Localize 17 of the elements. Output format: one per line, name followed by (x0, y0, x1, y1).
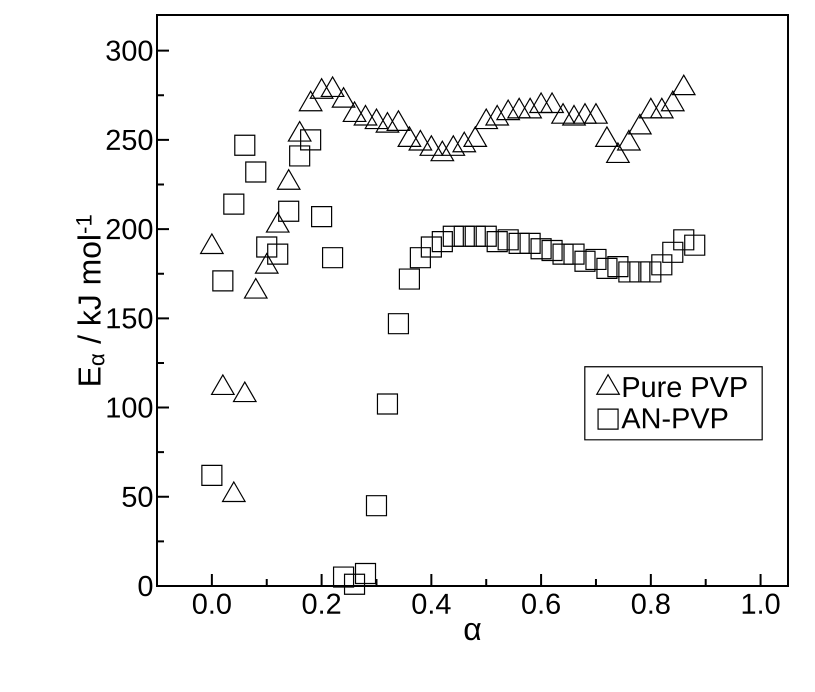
y-tick-label: 100 (107, 397, 152, 418)
legend-label: Pure PVP (624, 377, 747, 398)
y-tick-label: 150 (107, 308, 152, 329)
y-axis-title: E$_{α}$ / kJ mol$^{-1}$ (76, 215, 104, 385)
y-tick-label: 250 (106, 130, 152, 150)
x-axis-title: α (464, 622, 481, 640)
x-tick-label: 0.2 (302, 594, 340, 614)
y-tick-label: 0 (138, 576, 152, 596)
x-tick-label: 0.4 (412, 594, 451, 614)
x-tick-label: 1.0 (742, 594, 780, 614)
y-tick-label: 200 (106, 218, 152, 240)
x-tick-label: 0.0 (192, 594, 231, 614)
legend-label: AN-PVP (621, 408, 728, 428)
x-tick-label: 0.6 (522, 594, 560, 614)
y-tick-label: 50 (122, 486, 152, 508)
y-tick-label: 300 (106, 40, 152, 61)
x-tick-label: 0.8 (632, 594, 670, 614)
